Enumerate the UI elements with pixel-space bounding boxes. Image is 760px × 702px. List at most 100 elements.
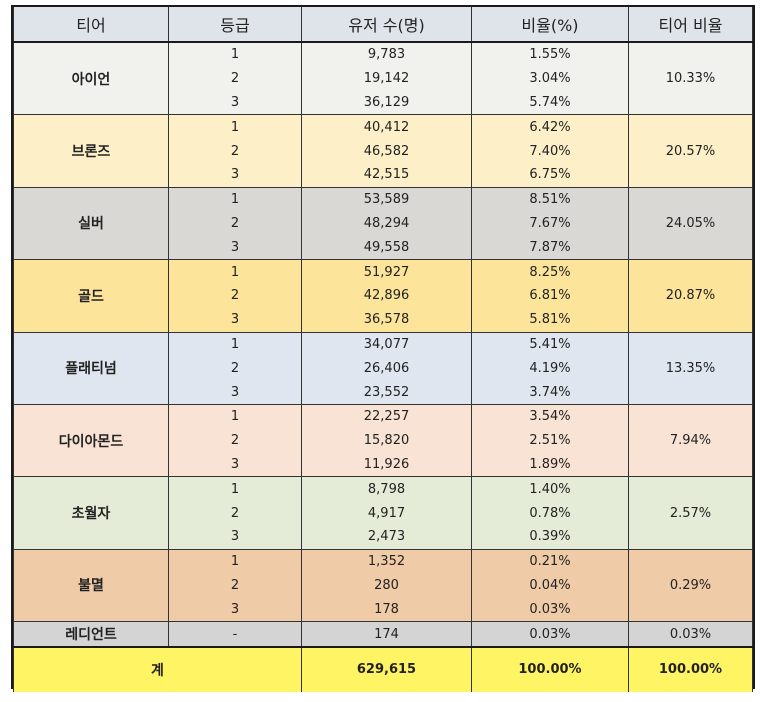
- table-row: 브론즈 1 40,412 6.42% 20.57%: [13, 114, 753, 188]
- grade-cell: 1: [168, 548, 302, 574]
- user-count-cell: 178: [301, 597, 472, 622]
- tier-distribution-table: 티어 등급 유저 수(명) 비율(%) 티어 비율 아이언 1 9,783 1.55%…: [13, 7, 753, 692]
- table-row: 2 26,406 4.19%: [13, 356, 753, 381]
- grade-cell: 2: [168, 428, 302, 453]
- grade-cell: 1: [168, 186, 302, 212]
- header-ratio: 비율(%): [471, 7, 629, 43]
- user-count-cell: 15,820: [301, 428, 472, 453]
- tier-name-cell: 레디언트: [13, 621, 169, 647]
- grade-cell: 3: [168, 162, 302, 188]
- ratio-cell: 2.51%: [471, 428, 629, 453]
- grade-cell: 1: [168, 403, 302, 429]
- header-tier-ratio: 티어 비율: [628, 7, 753, 43]
- ratio-cell: 6.42%: [471, 114, 629, 140]
- tier-name-cell: 불멸: [13, 548, 169, 622]
- table-row: 플래티넘 1 34,077 5.41% 13.35%: [13, 331, 753, 405]
- grade-cell: 2: [168, 356, 302, 381]
- ratio-cell: 6.81%: [471, 283, 629, 308]
- grade-cell: 3: [168, 452, 302, 477]
- tier-ratio-cell: 20.87%: [628, 259, 753, 333]
- grade-cell: 3: [168, 235, 302, 260]
- user-count-cell: 40,412: [301, 114, 472, 140]
- tier-name-cell: 초월자: [13, 476, 169, 550]
- ratio-cell: 1.89%: [471, 452, 629, 477]
- total-users-cell: 629,615: [301, 645, 472, 692]
- grade-cell: 3: [168, 524, 302, 550]
- grade-cell: 2: [168, 573, 302, 598]
- tier-name-cell: 실버: [13, 186, 169, 260]
- user-count-cell: 174: [301, 621, 472, 647]
- user-count-cell: 23,552: [301, 380, 472, 405]
- grade-cell: 1: [168, 259, 302, 284]
- ratio-cell: 7.87%: [471, 235, 629, 260]
- table-row: 다이아몬드 1 22,257 3.54% 7.94%: [13, 403, 753, 477]
- ratio-cell: 5.74%: [471, 90, 629, 115]
- grade-cell: 1: [168, 41, 302, 67]
- user-count-cell: 42,896: [301, 283, 472, 308]
- tier-ratio-cell: 0.03%: [628, 621, 753, 647]
- ratio-cell: 0.03%: [471, 621, 629, 647]
- total-row: 계 629,615 100.00% 100.00%: [13, 645, 753, 692]
- table-row: 2 15,820 2.51%: [13, 428, 753, 453]
- user-count-cell: 22,257: [301, 403, 472, 429]
- user-count-cell: 46,582: [301, 139, 472, 163]
- tier-ratio-cell: 7.94%: [628, 403, 753, 477]
- user-count-cell: 4,917: [301, 501, 472, 525]
- grade-cell: 2: [168, 283, 302, 308]
- tier-ratio-cell: 0.29%: [628, 548, 753, 622]
- user-count-cell: 9,783: [301, 41, 472, 67]
- tier-table-container: 티어 등급 유저 수(명) 비율(%) 티어 비율 아이언 1 9,783 1.55%…: [11, 5, 755, 692]
- user-count-cell: 51,927: [301, 259, 472, 284]
- user-count-cell: 280: [301, 573, 472, 598]
- ratio-cell: 3.54%: [471, 403, 629, 429]
- user-count-cell: 26,406: [301, 356, 472, 381]
- user-count-cell: 34,077: [301, 331, 472, 357]
- table-row: 2 42,896 6.81%: [13, 283, 753, 308]
- total-ratio-cell: 100.00%: [471, 645, 629, 692]
- tier-name-cell: 아이언: [13, 41, 169, 115]
- user-count-cell: 42,515: [301, 162, 472, 188]
- tier-ratio-cell: 10.33%: [628, 41, 753, 115]
- user-count-cell: 49,558: [301, 235, 472, 260]
- tier-ratio-cell: 24.05%: [628, 186, 753, 260]
- user-count-cell: 36,129: [301, 90, 472, 115]
- ratio-cell: 8.25%: [471, 259, 629, 284]
- user-count-cell: 48,294: [301, 211, 472, 236]
- grade-cell: 1: [168, 476, 302, 502]
- ratio-cell: 6.75%: [471, 162, 629, 188]
- ratio-cell: 0.04%: [471, 573, 629, 598]
- total-label-cell: 계: [13, 645, 302, 692]
- table-body: 아이언 1 9,783 1.55% 10.33% 2 19,142 3.04% 3 36,129 5…: [13, 41, 753, 692]
- tier-ratio-cell: 2.57%: [628, 476, 753, 550]
- grade-cell: 3: [168, 380, 302, 405]
- ratio-cell: 0.78%: [471, 501, 629, 525]
- ratio-cell: 7.67%: [471, 211, 629, 236]
- tier-name-cell: 다이아몬드: [13, 403, 169, 477]
- table-row: 2 48,294 7.67%: [13, 211, 753, 236]
- header-tier: 티어: [13, 7, 169, 43]
- table-row: 2 46,582 7.40%: [13, 139, 753, 163]
- ratio-cell: 1.40%: [471, 476, 629, 502]
- ratio-cell: 0.39%: [471, 524, 629, 550]
- total-tier-ratio-cell: 100.00%: [628, 645, 753, 692]
- user-count-cell: 8,798: [301, 476, 472, 502]
- grade-cell: 2: [168, 501, 302, 525]
- user-count-cell: 11,926: [301, 452, 472, 477]
- grade-cell: -: [168, 621, 302, 647]
- header-user-count: 유저 수(명): [301, 7, 472, 43]
- grade-cell: 1: [168, 114, 302, 140]
- ratio-cell: 7.40%: [471, 139, 629, 163]
- grade-cell: 3: [168, 597, 302, 622]
- table-row: 아이언 1 9,783 1.55% 10.33%: [13, 41, 753, 115]
- grade-cell: 2: [168, 66, 302, 91]
- ratio-cell: 4.19%: [471, 356, 629, 381]
- table-row: 초월자 1 8,798 1.40% 2.57%: [13, 476, 753, 550]
- table-row: 레디언트 -174 0.03% 0.03%: [13, 621, 753, 647]
- table-row: 2 4,917 0.78%: [13, 501, 753, 525]
- tier-name-cell: 골드: [13, 259, 169, 333]
- ratio-cell: 0.03%: [471, 597, 629, 622]
- grade-cell: 3: [168, 307, 302, 333]
- user-count-cell: 1,352: [301, 548, 472, 574]
- ratio-cell: 3.74%: [471, 380, 629, 405]
- header-grade: 등급: [168, 7, 302, 43]
